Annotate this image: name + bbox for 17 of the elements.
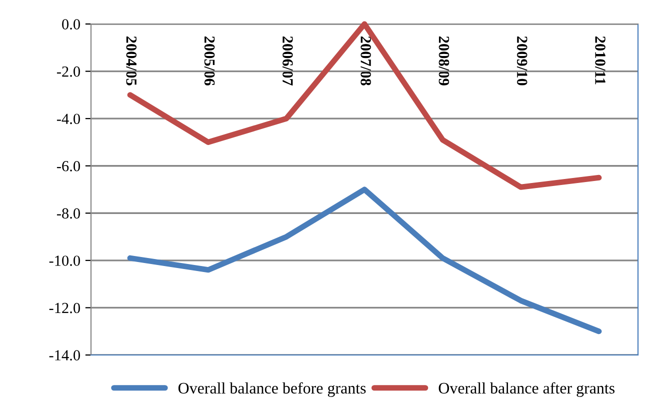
y-tick-label: -14.0 <box>49 350 80 361</box>
x-tick-label: 2010/11 <box>595 36 606 84</box>
x-tick-label: 2004/05 <box>126 36 137 86</box>
y-tick-label: -12.0 <box>49 302 80 314</box>
y-tick-label: -10.0 <box>49 256 80 266</box>
y-tick-label: 0.0 <box>62 19 80 30</box>
x-tick-label: 2005/06 <box>204 36 215 86</box>
x-tick-label: 2009/10 <box>516 36 528 86</box>
y-tick-label: -8.0 <box>56 208 80 219</box>
x-tick-label: 2008/09 <box>438 36 450 86</box>
x-tick-label: 2006/07 <box>282 36 293 86</box>
y-tick-label: -6.0 <box>56 161 80 172</box>
legend-label: Overall balance before grants <box>178 382 366 397</box>
y-tick-label: -2.0 <box>56 66 80 77</box>
legend-label: Overall balance after grants <box>438 382 614 397</box>
y-tick-label: -4.0 <box>56 114 80 124</box>
x-tick-label: 2007/08 <box>360 36 371 86</box>
